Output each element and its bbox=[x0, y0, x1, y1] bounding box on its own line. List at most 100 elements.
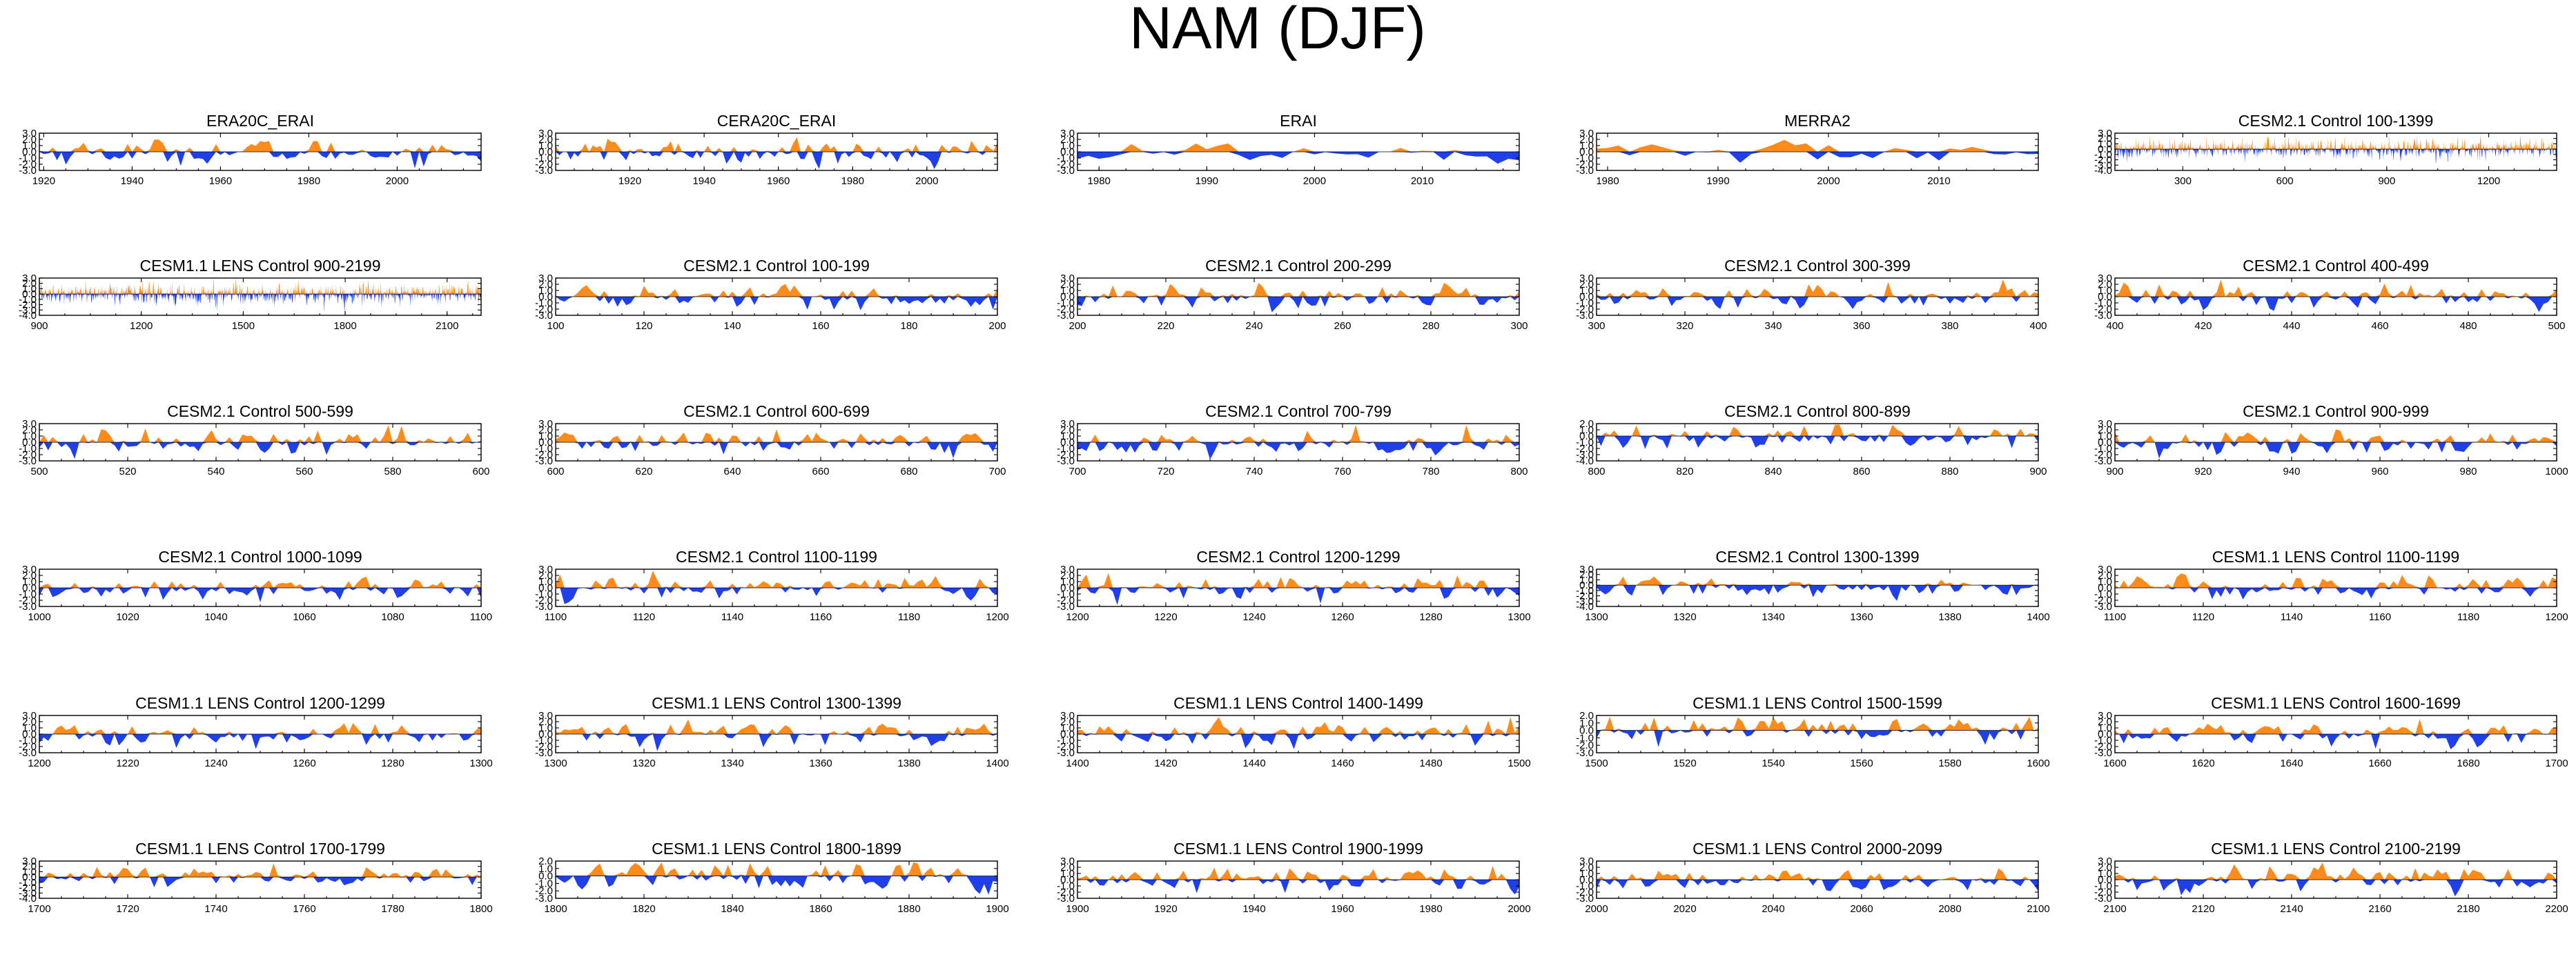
x-tick-label: 600 bbox=[472, 466, 489, 477]
y-tick-label: 2.0 bbox=[2098, 862, 2112, 873]
y-tick-label: 3.0 bbox=[1060, 273, 1075, 284]
y-tick-label: -2.0 bbox=[19, 882, 37, 894]
positive-anomaly-area bbox=[556, 429, 997, 442]
x-tick-label: 1380 bbox=[1938, 611, 1961, 623]
x-tick-label: 540 bbox=[207, 466, 224, 477]
figure-title: NAM (DJF) bbox=[1129, 0, 1426, 61]
positive-anomaly-area bbox=[1077, 282, 1519, 297]
x-tick-label: 2000 bbox=[1585, 903, 1608, 915]
y-tick-label: 3.0 bbox=[22, 564, 37, 575]
y-tick-label: 2.0 bbox=[1579, 418, 1594, 430]
negative-anomaly-area bbox=[556, 297, 997, 310]
x-tick-label: 620 bbox=[635, 466, 652, 477]
x-tick-label: 1080 bbox=[381, 611, 404, 623]
y-tick-label: -2.0 bbox=[1576, 887, 1594, 898]
plot-frame bbox=[1596, 715, 2039, 753]
x-tick-label: 1200 bbox=[2545, 611, 2568, 623]
y-tick-label: -2.0 bbox=[2094, 304, 2112, 315]
negative-anomaly-area bbox=[2115, 442, 2557, 459]
x-tick-label: 1400 bbox=[1066, 758, 1089, 769]
x-tick-label: 1840 bbox=[721, 903, 743, 915]
y-tick-label: 0.0 bbox=[22, 871, 37, 883]
panel-title: CESM1.1 LENS Control 1500-1599 bbox=[1692, 694, 1942, 712]
positive-anomaly-area bbox=[1597, 279, 2038, 297]
x-tick-label: 220 bbox=[1157, 320, 1174, 332]
y-tick-label: -2.0 bbox=[1576, 304, 1594, 315]
x-tick-label: 2000 bbox=[1303, 175, 1326, 187]
x-tick-label: 1780 bbox=[381, 903, 404, 915]
y-tick-label: 3.0 bbox=[2098, 128, 2112, 139]
x-tick-label: 1980 bbox=[1419, 903, 1442, 915]
positive-anomaly-area bbox=[1077, 717, 1519, 734]
negative-anomaly-area bbox=[556, 588, 997, 604]
x-tick-label: 2000 bbox=[1507, 903, 1530, 915]
x-tick-label: 340 bbox=[1764, 320, 1782, 332]
y-tick-label: 2.0 bbox=[1060, 862, 1075, 873]
panel-title: CESM2.1 Control 600-699 bbox=[683, 402, 870, 420]
y-tick-label: 2.0 bbox=[1060, 134, 1075, 146]
y-tick-label: 2.0 bbox=[22, 278, 37, 290]
x-tick-label: 2200 bbox=[2545, 903, 2568, 915]
y-tick-label: 3.0 bbox=[22, 710, 37, 722]
positive-anomaly-area bbox=[39, 863, 481, 878]
y-tick-label: 0.0 bbox=[1579, 291, 1594, 303]
x-tick-label: 1980 bbox=[1596, 175, 1619, 187]
positive-anomaly-area bbox=[2115, 429, 2557, 442]
negative-anomaly-area bbox=[1077, 297, 1519, 313]
x-tick-label: 1500 bbox=[232, 320, 255, 332]
y-tick-label: 1.0 bbox=[22, 431, 37, 442]
y-tick-label: -2.0 bbox=[1576, 159, 1594, 170]
x-tick-label: 760 bbox=[1334, 466, 1351, 477]
y-tick-label: 0.0 bbox=[1579, 725, 1594, 737]
y-tick-label: -3.0 bbox=[535, 601, 553, 613]
panel: CERA20C_ERAI 3.02.01.00.0-1.0-2.0-3.0 1920… bbox=[535, 112, 998, 187]
y-tick-label: 2.0 bbox=[538, 716, 553, 728]
x-tick-label: 1990 bbox=[1706, 175, 1729, 187]
y-tick-label: 3.0 bbox=[1579, 273, 1594, 284]
x-tick-label: 1140 bbox=[2281, 611, 2303, 623]
y-tick-label: 3.0 bbox=[1060, 418, 1075, 430]
negative-anomaly-area bbox=[2115, 149, 2557, 164]
negative-anomaly-area bbox=[39, 588, 481, 602]
x-tick-label: 800 bbox=[1510, 466, 1528, 477]
y-tick-label: -1.0 bbox=[2094, 735, 2112, 747]
x-tick-label: 180 bbox=[900, 320, 917, 332]
x-tick-label: 1200 bbox=[986, 611, 1008, 623]
y-tick-label: 0.0 bbox=[1060, 729, 1075, 740]
y-tick-label: 0.0 bbox=[538, 437, 553, 448]
x-tick-label: 860 bbox=[1853, 466, 1870, 477]
positive-anomaly-area bbox=[2115, 719, 2557, 734]
positive-anomaly-area bbox=[39, 279, 481, 295]
positive-anomaly-area bbox=[556, 137, 997, 152]
x-tick-label: 300 bbox=[1588, 320, 1605, 332]
x-tick-label: 360 bbox=[1853, 320, 1870, 332]
y-tick-label: -3.0 bbox=[19, 165, 37, 177]
negative-anomaly-area bbox=[556, 152, 997, 169]
y-tick-label: 2.0 bbox=[538, 134, 553, 146]
x-tick-label: 1100 bbox=[545, 611, 567, 623]
y-tick-label: 0.0 bbox=[1060, 582, 1075, 594]
x-tick-label: 1140 bbox=[721, 611, 743, 623]
y-tick-label: 1.0 bbox=[1060, 576, 1075, 588]
y-tick-label: 2.0 bbox=[22, 861, 37, 873]
negative-anomaly-area bbox=[1077, 588, 1519, 605]
x-tick-label: 440 bbox=[2283, 320, 2300, 332]
y-tick-label: -1.0 bbox=[19, 294, 37, 306]
x-tick-label: 400 bbox=[2029, 320, 2047, 332]
y-tick-label: 1.0 bbox=[538, 285, 553, 297]
x-tick-label: 1760 bbox=[293, 903, 315, 915]
y-tick-label: -1.0 bbox=[1057, 589, 1075, 600]
y-tick-label: 2.0 bbox=[1579, 862, 1594, 873]
x-tick-label: 1920 bbox=[618, 175, 641, 187]
y-tick-label: -2.0 bbox=[535, 741, 553, 753]
x-tick-label: 1360 bbox=[809, 758, 832, 769]
x-tick-label: 1940 bbox=[692, 175, 715, 187]
x-tick-label: 700 bbox=[1069, 466, 1086, 477]
y-tick-label: 1.0 bbox=[2098, 431, 2112, 442]
y-tick-label: 1.0 bbox=[1060, 140, 1075, 152]
y-tick-label: -1.0 bbox=[535, 735, 553, 747]
panel: CESM1.1 LENS Control 2100-2199 3.02.01.00… bbox=[2094, 840, 2568, 915]
x-tick-label: 1960 bbox=[209, 175, 232, 187]
negative-anomaly-area bbox=[39, 734, 481, 749]
y-tick-label: 3.0 bbox=[22, 128, 37, 139]
